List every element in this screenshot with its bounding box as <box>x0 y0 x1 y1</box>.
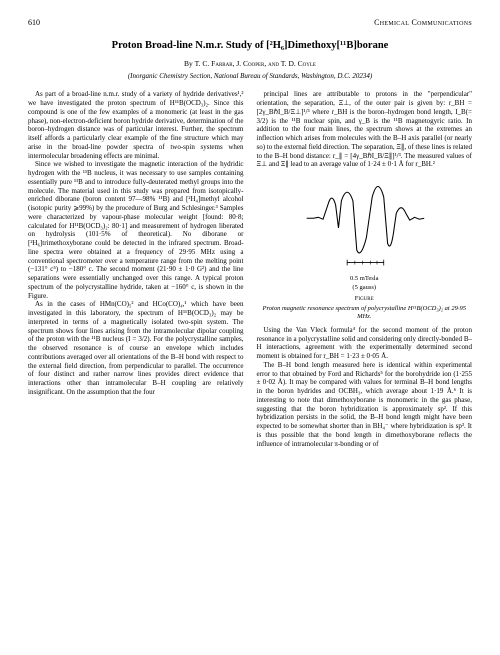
col2-para3: The B–H bond length measured here is ide… <box>257 361 473 449</box>
article-title: Proton Broad-line N.m.r. Study of [²H₆]D… <box>28 39 472 52</box>
col1-para3: As in the cases of HMn(CO)₅² and HCo(CO)… <box>28 300 244 396</box>
col2-para1: principal lines are attributable to prot… <box>257 90 473 169</box>
col2-para2: Using the Van Vleck formula⁴ for the sec… <box>257 326 473 361</box>
authors-names: T. C. Farrar, J. Cooper, and T. D. Coyle <box>195 59 316 68</box>
page-header: 610 Chemical Communications <box>28 18 472 28</box>
col1-para1: As part of a broad-line n.m.r. study of … <box>28 90 244 160</box>
right-column: principal lines are attributable to prot… <box>257 90 473 448</box>
spectrum-svg <box>299 176 429 274</box>
journal-name: Chemical Communications <box>374 18 472 28</box>
authors-line: By T. C. Farrar, J. Cooper, and T. D. Co… <box>28 59 472 68</box>
affiliation: (Inorganic Chemistry Section, National B… <box>28 72 472 81</box>
two-column-body: As part of a broad-line n.m.r. study of … <box>28 90 472 448</box>
figure-caption: Proton magnetic resonance spectrum of po… <box>257 305 473 321</box>
page-number: 610 <box>28 18 40 28</box>
figure-scale-top: 0.5 mTesla <box>257 275 473 283</box>
col1-para2: Since we wished to investigate the magne… <box>28 160 244 300</box>
figure-scale-bottom: (5 gauss) <box>257 284 473 292</box>
nmr-spectrum-figure: 0.5 mTesla (5 gauss) Figure Proton magne… <box>257 176 473 321</box>
left-column: As part of a broad-line n.m.r. study of … <box>28 90 244 448</box>
figure-label: Figure <box>257 295 473 303</box>
authors-prefix: By <box>184 59 195 68</box>
spectrum-curve <box>307 186 424 252</box>
